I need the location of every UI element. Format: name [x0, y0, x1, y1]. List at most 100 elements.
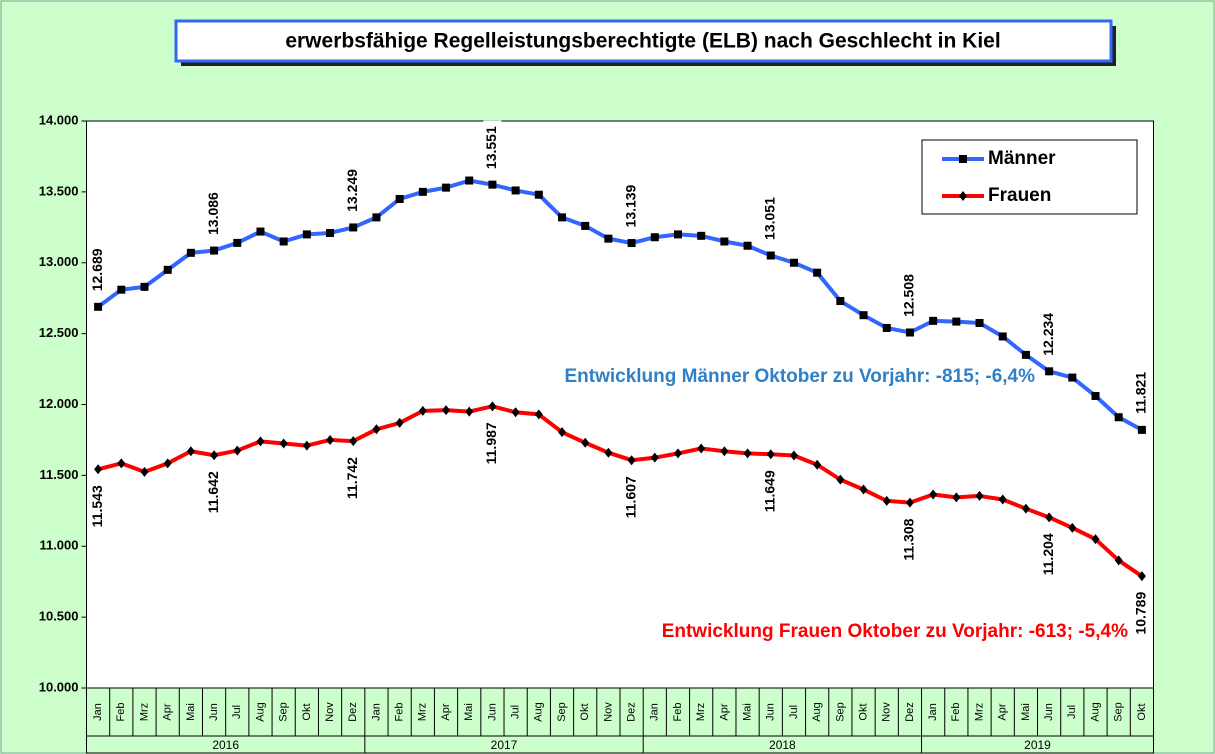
y-tick-label: 11.000: [39, 538, 78, 553]
x-tick-label: Jan: [649, 703, 661, 721]
data-label: 11.649: [761, 470, 777, 512]
data-label-bg: [900, 268, 919, 323]
point: [94, 464, 103, 475]
point: [789, 450, 798, 461]
point: [465, 176, 474, 185]
data-label-bg: [761, 464, 780, 519]
x-tick-label: Apr: [162, 703, 174, 720]
data-label-bg: [483, 416, 502, 471]
data-label: 13.086: [205, 192, 221, 235]
point: [210, 450, 219, 461]
point: [140, 282, 149, 291]
data-label-bg: [344, 163, 363, 218]
year-label: 2018: [769, 738, 796, 752]
point: [163, 265, 172, 274]
data-label: 13.249: [344, 169, 360, 212]
point: [998, 332, 1007, 341]
x-tick-label: Mrz: [973, 703, 985, 721]
data-label-bg: [1040, 527, 1059, 582]
point: [604, 447, 613, 458]
x-tick-label: Okt: [1136, 703, 1148, 720]
point: [163, 458, 172, 469]
data-label: 13.051: [761, 197, 777, 240]
x-tick-label: Jan: [370, 703, 382, 721]
data-label-bg: [344, 451, 363, 506]
point: [697, 231, 706, 240]
point: [558, 213, 567, 222]
x-tick-label: Jul: [231, 705, 243, 719]
point: [627, 239, 636, 248]
point: [140, 466, 149, 477]
point: [766, 449, 775, 460]
point: [1137, 571, 1146, 582]
point: [882, 495, 891, 506]
point: [418, 405, 427, 416]
x-tick-label: Jul: [510, 705, 522, 719]
x-tick-label: Mai: [1020, 703, 1032, 721]
data-label: 10.789: [1133, 592, 1149, 635]
point: [975, 318, 984, 327]
point: [905, 497, 914, 508]
x-tick-label: Feb: [672, 703, 684, 722]
point: [789, 258, 798, 267]
data-label: 13.139: [622, 184, 638, 227]
point: [372, 213, 381, 222]
y-tick-label: 10.000: [39, 679, 79, 694]
x-tick-label: Dez: [904, 702, 916, 722]
plot-area: [86, 120, 1154, 689]
point: [395, 194, 404, 203]
x-tick-label: Nov: [324, 702, 336, 722]
x-tick-label: Aug: [1089, 702, 1101, 722]
point: [952, 317, 961, 326]
data-label-bg: [205, 465, 224, 520]
x-tick-label: Aug: [533, 702, 545, 722]
y-tick-label: 14.000: [39, 112, 79, 127]
x-tick-label: Aug: [811, 702, 823, 722]
x-tick-label: Aug: [254, 702, 266, 722]
x-tick-label: Jun: [765, 703, 777, 721]
point: [395, 417, 404, 428]
point: [233, 238, 242, 247]
point: [511, 186, 520, 195]
data-label-bg: [761, 191, 780, 246]
x-tick-label: Mrz: [138, 703, 150, 721]
point: [1137, 425, 1146, 434]
point: [210, 246, 219, 255]
point: [1021, 350, 1030, 359]
data-label: 11.543: [89, 485, 105, 527]
point: [998, 494, 1007, 505]
point: [743, 241, 752, 250]
annotation: Entwicklung Männer Oktober zu Vorjahr: -…: [564, 366, 1035, 387]
data-label-bg: [89, 242, 108, 297]
data-label: 11.642: [205, 471, 221, 513]
point: [326, 228, 335, 237]
point: [488, 401, 497, 412]
x-tick-label: Apr: [440, 703, 452, 720]
point: [279, 438, 288, 449]
x-tick-label: Nov: [881, 702, 893, 722]
point: [558, 427, 567, 438]
point: [1114, 413, 1123, 422]
point: [975, 490, 984, 501]
x-tick-label: Jun: [486, 703, 498, 721]
year-label: 2016: [212, 738, 239, 752]
point: [929, 489, 938, 500]
point: [488, 180, 497, 189]
point: [813, 268, 822, 277]
year-label: 2019: [1024, 738, 1051, 752]
point: [673, 448, 682, 459]
data-label-bg: [622, 179, 641, 234]
point: [650, 233, 659, 242]
point: [511, 407, 520, 418]
data-label-bg: [622, 470, 641, 525]
point: [905, 328, 914, 337]
x-tick-label: Mai: [185, 703, 197, 721]
data-label: 11.308: [901, 518, 917, 560]
point: [720, 446, 729, 457]
x-tick-label: Jan: [927, 703, 939, 721]
line: [96, 178, 1143, 432]
year-label: 2017: [491, 738, 518, 752]
point: [302, 230, 311, 239]
x-tick-label: Feb: [115, 703, 127, 722]
data-label: 11.607: [622, 476, 638, 518]
